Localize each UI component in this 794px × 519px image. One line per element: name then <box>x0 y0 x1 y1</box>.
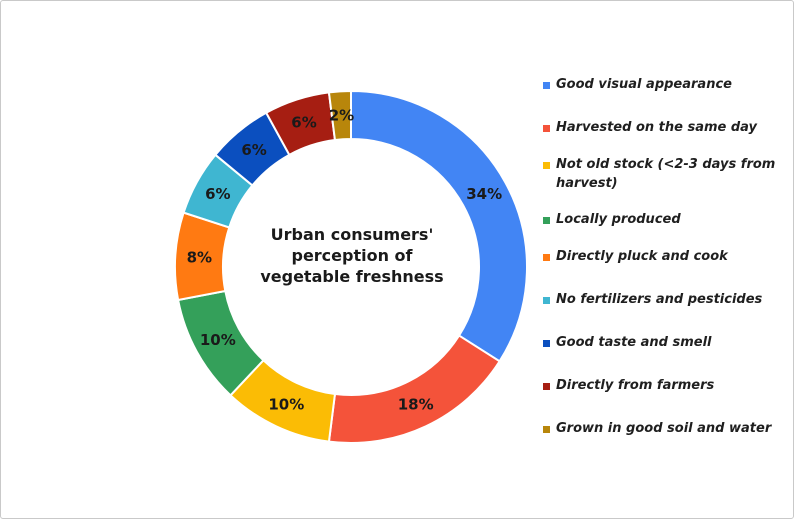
slice-label: 6% <box>205 185 230 203</box>
legend-item: Good taste and smell <box>543 335 788 352</box>
legend-item: Locally produced <box>543 212 788 229</box>
slice-label: 10% <box>200 331 236 349</box>
legend-swatch <box>543 383 550 390</box>
legend-swatch <box>543 254 550 261</box>
slice-label: 10% <box>268 396 304 414</box>
legend-swatch <box>543 125 550 132</box>
slice-label: 2% <box>329 106 354 124</box>
chart-title: Urban consumers' perception of vegetable… <box>260 225 444 286</box>
legend-swatch <box>543 162 550 169</box>
legend-label: Good visual appearance <box>556 77 732 92</box>
legend-label: Directly from farmers <box>556 378 715 393</box>
legend-item: No fertilizers and pesticides <box>543 292 788 309</box>
legend-label: Locally produced <box>556 212 681 227</box>
legend-swatch <box>543 217 550 224</box>
legend-item: Good visual appearance <box>543 77 788 94</box>
legend-label: Grown in good soil and water <box>556 421 772 436</box>
donut-slice <box>350 89 528 363</box>
legend-item: Not old stock (<2-3 days from harvest) <box>543 157 788 193</box>
legend-label: Not old stock (<2-3 days from harvest) <box>556 157 776 191</box>
legend-label: No fertilizers and pesticides <box>556 292 763 307</box>
legend-swatch <box>543 426 550 433</box>
legend-swatch <box>543 82 550 89</box>
legend-item: Grown in good soil and water <box>543 421 788 438</box>
donut-slice <box>327 334 501 444</box>
legend-item: Directly from farmers <box>543 378 788 395</box>
donut-slice <box>327 89 352 142</box>
slice-label: 8% <box>187 248 212 266</box>
slice-label: 34% <box>466 185 502 203</box>
legend-swatch <box>543 340 550 347</box>
slice-label: 6% <box>291 113 316 131</box>
legend-item: Harvested on the same day <box>543 120 788 137</box>
legend-item: Directly pluck and cook <box>543 249 788 266</box>
slice-label: 18% <box>398 396 434 414</box>
legend-label: Good taste and smell <box>556 335 712 350</box>
legend-label: Directly pluck and cook <box>556 249 728 264</box>
slice-label: 6% <box>241 141 266 159</box>
legend-label: Harvested on the same day <box>556 120 758 135</box>
legend-swatch <box>543 297 550 304</box>
